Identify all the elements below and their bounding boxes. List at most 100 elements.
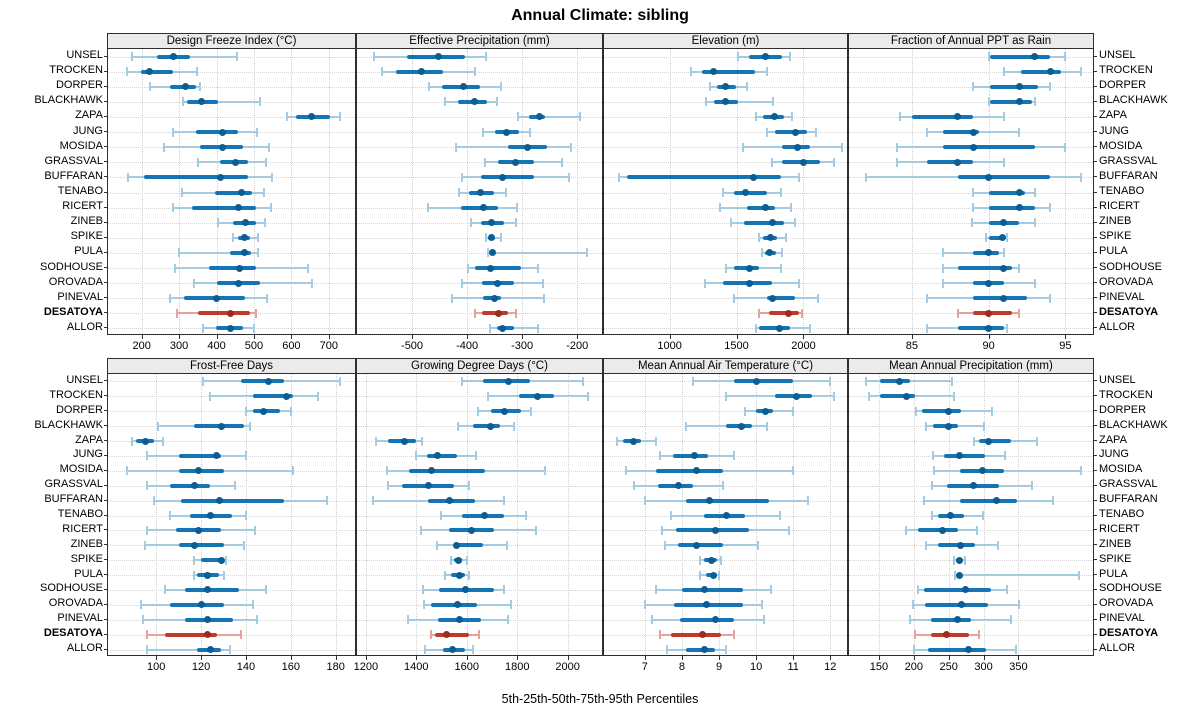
- whisker-cap-95th: [537, 323, 540, 333]
- whisker-cap-5th: [146, 645, 149, 655]
- median-dot-unsel: [504, 377, 512, 385]
- median-dot-jung: [955, 452, 963, 460]
- whisker-cap-95th: [1049, 82, 1052, 92]
- y-tick-mark: [1094, 648, 1097, 650]
- row-gridline: [108, 411, 355, 413]
- median-dot-jung: [791, 128, 799, 136]
- whisker-cap-5th: [912, 600, 915, 610]
- y-tick-mark: [1094, 574, 1097, 576]
- iqr-box-ricert: [461, 205, 498, 210]
- whisker-cap-95th: [339, 112, 342, 122]
- x-gridline: [878, 374, 880, 655]
- x-tick-label: 7: [641, 661, 648, 673]
- site-label-blackhawk: BLACKHAWK: [34, 418, 103, 431]
- site-label-dorper: DORPER: [1099, 403, 1147, 416]
- whisker-cap-95th: [1079, 67, 1082, 77]
- whisker-cap-5th: [725, 391, 728, 401]
- y-tick-mark: [1094, 440, 1097, 442]
- row-gridline: [604, 222, 847, 224]
- whisker-cap-95th: [198, 82, 201, 92]
- row-gridline: [108, 441, 355, 443]
- median-dot-buffaran: [992, 497, 1000, 505]
- median-dot-allor: [964, 646, 972, 654]
- whisker-cap-5th: [926, 127, 929, 137]
- whisker-cap-5th: [868, 391, 871, 401]
- median-dot-pula: [488, 249, 496, 257]
- whisker-cap-5th: [469, 218, 472, 228]
- whisker-cap-95th: [509, 600, 512, 610]
- median-dot-spike: [708, 556, 716, 564]
- site-label-trocken: TROCKEN: [49, 388, 103, 401]
- y-tick-mark: [104, 484, 107, 486]
- whisker-cap-5th: [217, 218, 220, 228]
- median-dot-spike: [766, 234, 774, 242]
- iqr-box-desatoya: [670, 632, 721, 637]
- panel-header-frost-free-days: Frost-Free Days: [107, 358, 356, 374]
- median-dot-sodhouse: [235, 264, 243, 272]
- panel-plot-design-freeze-index-c: [107, 48, 356, 335]
- whisker-cap-95th: [732, 630, 735, 640]
- panel-mean-annual-air-temperature-c: Mean Annual Air Temperature (°C): [603, 358, 848, 656]
- whisker-cap-95th: [1006, 233, 1009, 243]
- median-dot-sodhouse: [961, 586, 969, 594]
- site-label-zapa: ZAPA: [1099, 433, 1127, 446]
- median-dot-spike: [217, 556, 225, 564]
- site-label-trocken: TROCKEN: [1099, 64, 1153, 77]
- site-label-pula: PULA: [1099, 567, 1128, 580]
- x-tick-label: 250: [939, 661, 958, 673]
- site-label-dorper: DORPER: [55, 403, 103, 416]
- median-dot-mosida: [794, 143, 802, 151]
- whisker-cap-5th: [193, 570, 196, 580]
- whisker-cap-5th: [719, 203, 722, 213]
- whisker-cap-95th: [1036, 436, 1039, 446]
- median-dot-dorper: [945, 407, 953, 415]
- y-tick-mark: [104, 574, 107, 576]
- whisker-cap-5th: [898, 112, 901, 122]
- row-gridline: [849, 86, 1093, 88]
- row-gridline: [604, 237, 847, 239]
- iqr-box-unsel: [880, 379, 911, 384]
- row-gridline: [604, 313, 847, 315]
- percentile-whisker-zapa: [517, 115, 580, 118]
- whisker-cap-5th: [422, 600, 425, 610]
- iqr-box-sodhouse: [681, 587, 744, 592]
- median-dot-zapa: [535, 113, 543, 121]
- y-tick-mark: [1094, 559, 1097, 561]
- whisker-cap-95th: [544, 466, 547, 476]
- row-gridline: [357, 116, 602, 118]
- median-dot-sodhouse: [700, 586, 708, 594]
- x-tick-label: 2000: [555, 661, 580, 673]
- site-label-ricert: RICERT: [1099, 522, 1140, 535]
- x-tick-mark: [793, 656, 795, 660]
- whisker-cap-5th: [487, 248, 490, 258]
- iqr-box-pineval: [973, 296, 1027, 301]
- row-gridline: [357, 71, 602, 73]
- whisker-cap-5th: [467, 263, 470, 273]
- row-gridline: [604, 56, 847, 58]
- median-dot-buffaran: [445, 497, 453, 505]
- iqr-box-sodhouse: [185, 587, 240, 592]
- whisker-cap-95th: [161, 436, 164, 446]
- whisker-cap-5th: [427, 203, 430, 213]
- whisker-cap-5th: [146, 451, 149, 461]
- site-label-zineb: ZINEB: [1099, 537, 1132, 550]
- y-tick-mark: [104, 618, 107, 620]
- whisker-cap-95th: [578, 112, 581, 122]
- median-dot-allor: [775, 324, 783, 332]
- whisker-cap-5th: [372, 496, 375, 506]
- y-tick-mark: [104, 146, 107, 148]
- x-gridline: [335, 374, 337, 655]
- iqr-box-ricert: [192, 205, 256, 210]
- median-dot-spike: [955, 556, 963, 564]
- whisker-cap-5th: [130, 436, 133, 446]
- whisker-cap-5th: [930, 481, 933, 491]
- x-tick-label: 10: [749, 661, 763, 673]
- whisker-cap-95th: [792, 466, 795, 476]
- x-tick-mark: [830, 656, 832, 660]
- median-dot-spike: [240, 234, 248, 242]
- whisker-cap-95th: [1018, 263, 1021, 273]
- whisker-cap-95th: [263, 188, 266, 197]
- median-dot-tenabo: [206, 512, 214, 519]
- whisker-cap-5th: [654, 585, 657, 595]
- whisker-cap-5th: [126, 172, 129, 182]
